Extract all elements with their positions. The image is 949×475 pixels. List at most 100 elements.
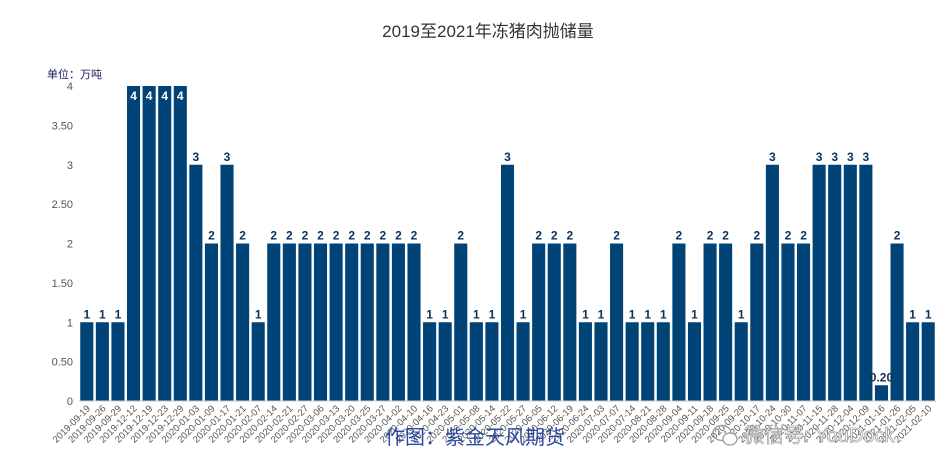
bar [111,322,125,401]
data-label: 4 [161,89,168,103]
bar [376,243,390,401]
bar [236,243,250,401]
wechat-icon [712,424,738,446]
bar [828,164,842,401]
bar [469,322,483,401]
bar [687,322,702,401]
bar [594,322,608,401]
bar [859,164,873,401]
bar [610,243,624,401]
bar [220,164,234,401]
bar [438,322,452,401]
data-label: 2 [270,229,277,243]
data-label: 1 [83,307,90,321]
bar [298,243,312,401]
data-label: 2 [707,229,714,243]
bar [578,322,592,401]
data-label: 2 [411,229,418,243]
bar [874,385,889,401]
data-label: 3 [224,150,231,164]
bar [906,322,920,401]
data-label: 2 [286,229,293,243]
wechat-watermark: 微信号: YouDock [712,424,896,447]
y-tick-label: 4 [67,81,73,93]
data-label: 1 [598,307,605,321]
bar [407,243,421,401]
bar [734,322,748,401]
bar [95,322,109,401]
data-label: 1 [473,307,480,321]
bar [80,322,94,401]
watermark-text: 微信号: YouDock [744,424,895,447]
data-label: 2 [317,229,324,243]
bar [329,243,343,401]
data-label: 2 [348,229,355,243]
y-tick-label: 1 [67,317,73,329]
bar [142,86,156,401]
bar [345,243,359,401]
bar [360,243,374,401]
bar [189,164,203,401]
bar [765,164,779,401]
credit-text: 作图：紫金天风期货 [385,426,565,449]
data-label: 2 [457,229,464,243]
bar [563,243,577,401]
data-label: 2 [239,229,246,243]
bar [173,86,187,401]
bar [423,322,437,401]
data-label: 3 [769,150,776,164]
bar [158,86,172,401]
bar [126,86,141,401]
y-tick-label: 3 [67,160,73,172]
data-label: 3 [863,150,870,164]
bar [750,243,764,401]
data-label: 3 [847,150,854,164]
data-label: 1 [925,307,932,321]
bar [204,243,218,401]
data-label: 2 [800,229,807,243]
data-label: 2 [380,229,387,243]
bar [391,243,405,401]
y-tick-label: 2.50 [52,199,73,211]
data-label: 3 [504,150,511,164]
unit-label: 单位：万吨 [47,67,102,81]
data-label: 2 [753,229,760,243]
data-label: 2 [722,229,729,243]
data-label: 1 [255,307,262,321]
bar [625,322,639,401]
data-label: 2 [676,229,683,243]
y-tick-label: 2 [67,239,73,251]
data-label: 1 [582,307,589,321]
bar [797,243,811,401]
bar [516,322,530,401]
data-label: 2 [785,229,792,243]
data-label: 1 [629,307,636,321]
data-label: 2 [535,229,542,243]
bar [251,322,265,401]
bar [500,164,515,401]
data-label: 4 [146,89,153,103]
y-tick-label: 0.50 [52,357,73,369]
data-label: 1 [115,307,122,321]
data-label: 1 [691,307,698,321]
bar [313,243,328,401]
data-label: 2 [566,229,573,243]
y-tick-label: 0 [67,396,73,408]
data-label: 1 [442,307,449,321]
bar [781,243,795,401]
data-label: 3 [816,150,823,164]
bar [719,243,733,401]
bar [282,243,296,401]
data-label: 2 [333,229,340,243]
bar [703,243,717,401]
data-label: 1 [426,307,433,321]
data-label: 2 [894,229,901,243]
bar [843,164,857,401]
data-label: 1 [520,307,527,321]
data-label: 3 [831,150,838,164]
bar [454,243,468,401]
y-tick-label: 1.50 [52,278,73,290]
data-label: 1 [660,307,667,321]
bar [485,322,499,401]
